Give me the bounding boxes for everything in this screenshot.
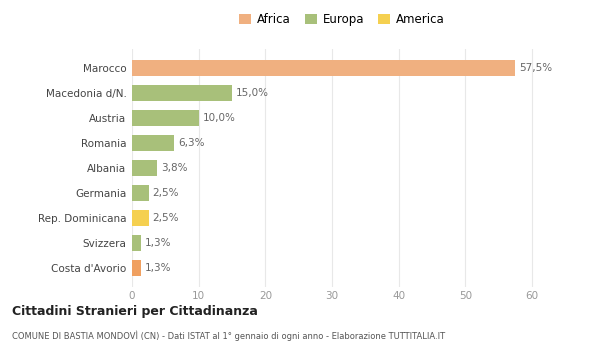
Text: 15,0%: 15,0% [236, 88, 269, 98]
Text: 2,5%: 2,5% [152, 188, 179, 198]
Text: Cittadini Stranieri per Cittadinanza: Cittadini Stranieri per Cittadinanza [12, 304, 258, 317]
Legend: Africa, Europa, America: Africa, Europa, America [236, 9, 448, 29]
Bar [132, 85, 232, 101]
Text: 57,5%: 57,5% [520, 63, 553, 73]
Bar [132, 60, 515, 76]
Bar [132, 135, 174, 151]
Text: COMUNE DI BASTIA MONDOVÌ (CN) - Dati ISTAT al 1° gennaio di ogni anno - Elaboraz: COMUNE DI BASTIA MONDOVÌ (CN) - Dati IST… [12, 331, 445, 341]
Text: 6,3%: 6,3% [178, 138, 205, 148]
Text: 3,8%: 3,8% [161, 163, 188, 173]
Text: 2,5%: 2,5% [152, 213, 179, 223]
Bar [132, 235, 140, 251]
Text: 10,0%: 10,0% [203, 113, 236, 123]
Bar [132, 185, 149, 201]
Text: 1,3%: 1,3% [145, 238, 171, 248]
Bar [132, 260, 140, 276]
Bar [132, 110, 199, 126]
Bar [132, 160, 157, 176]
Bar [132, 210, 149, 226]
Text: 1,3%: 1,3% [145, 263, 171, 273]
